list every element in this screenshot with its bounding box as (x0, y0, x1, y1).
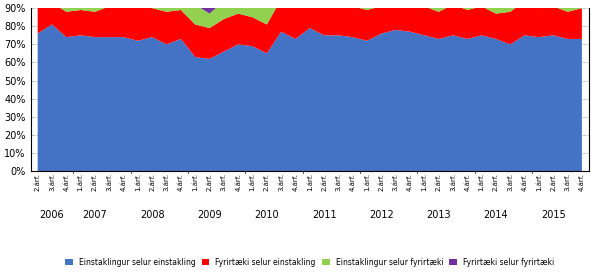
Text: 2008: 2008 (140, 210, 165, 220)
Text: 2010: 2010 (255, 210, 279, 220)
Text: 2009: 2009 (197, 210, 222, 220)
Legend: Einstaklingur selur einstakling, Fyrirtæki selur einstakling, Einstaklingur selu: Einstaklingur selur einstakling, Fyrirtæ… (64, 256, 556, 268)
Text: 2007: 2007 (83, 210, 107, 220)
Text: 2014: 2014 (483, 210, 508, 220)
Text: 2013: 2013 (427, 210, 451, 220)
Text: 2006: 2006 (40, 210, 64, 220)
Text: 2012: 2012 (369, 210, 394, 220)
Text: 2011: 2011 (312, 210, 336, 220)
Text: 2015: 2015 (541, 210, 566, 220)
